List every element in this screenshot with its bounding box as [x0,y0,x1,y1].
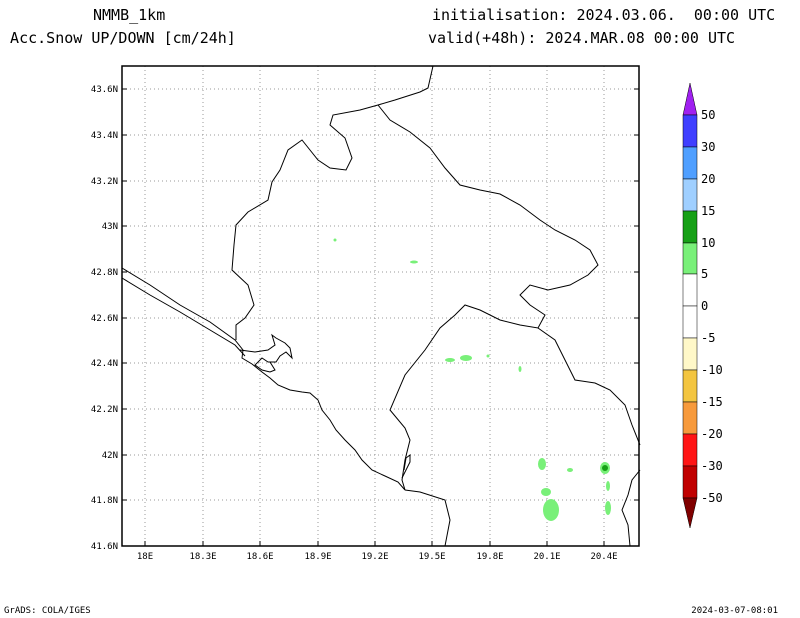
colorbar-label: 15 [701,204,715,218]
lat-label: 43.4N [91,131,118,141]
colorbar-label: -30 [701,459,723,473]
colorbar-label: 30 [701,140,715,154]
coastline [121,267,411,491]
lon-label: 19.8E [476,552,503,562]
lon-label: 18.3E [189,552,216,562]
lon-label: 20.1E [533,552,560,562]
lat-label: 42.8N [91,268,118,278]
colorbar-band [682,146,698,180]
colorbar-band [682,114,698,148]
colorbar-label: 5 [701,267,708,281]
lon-label: 20.4E [590,552,617,562]
colorbar-label: -50 [701,491,723,505]
colorbar [682,82,698,529]
colorbar-band [682,465,698,499]
colorbar-band [682,178,698,212]
colorbar-bottom-arrow [682,497,698,529]
graticule [122,66,639,546]
lat-label: 42.4N [91,359,118,369]
colorbar-label: 0 [701,299,708,313]
lat-label: 43.6N [91,85,118,95]
lon-label: 18E [137,552,153,562]
country-borders [231,65,641,547]
lat-label: 42.6N [91,314,118,324]
lat-label: 43.2N [91,177,118,187]
lat-label: 41.8N [91,496,118,506]
map-title-model: NMMB_1km [93,6,166,24]
colorbar-band [682,242,698,275]
colorbar-band [682,401,698,435]
colorbar-label: 20 [701,172,715,186]
lat-label: 41.6N [91,542,118,552]
colorbar-label: 10 [701,236,715,250]
colorbar-band [682,337,698,371]
colorbar-label: -20 [701,427,723,441]
colorbar-label: 50 [701,108,715,122]
colorbar-label: -15 [701,395,723,409]
map-title-variable: n Acc.Snow UP/DOWN [cm/24h] [0,29,236,47]
lat-label: 43N [102,222,118,232]
colorbar-band [682,273,698,307]
colorbar-label: -5 [701,331,715,345]
lon-label: 19.2E [361,552,388,562]
map-frame [121,65,640,547]
colorbar-band [682,433,698,467]
valid-time: valid(+48h): 2024.MAR.08 00:00 UTC [428,29,736,47]
colorbar-top-arrow [682,82,698,116]
lat-label: 42.2N [91,405,118,415]
footer-timestamp: 2024-03-07-08:01 [691,606,778,616]
footer-credit: GrADS: COLA/IGES [4,606,91,616]
lat-label: 42N [102,451,118,461]
lon-label: 18.6E [246,552,273,562]
snow-patches [333,238,611,521]
lon-label: 19.5E [418,552,445,562]
colorbar-label: -10 [701,363,723,377]
initialisation-time: initialisation: 2024.03.06. 00:00 UTC [432,6,776,24]
lon-label: 18.9E [304,552,331,562]
map-panel: 43.6N 43.4N 43.2N 43N 42.8N 42.6N 42.4N … [91,65,641,562]
colorbar-band [682,210,698,244]
colorbar-band [682,369,698,403]
colorbar-band [682,305,698,339]
